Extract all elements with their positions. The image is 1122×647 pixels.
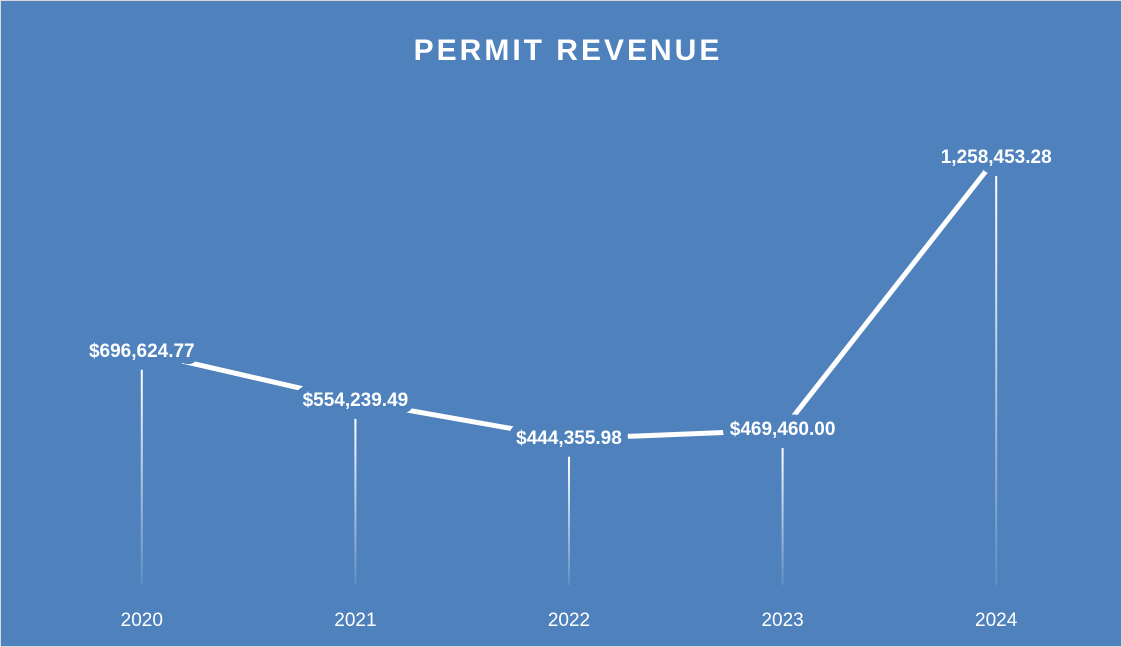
x-tick-label: 2023 xyxy=(761,610,803,631)
x-tick-label: 2024 xyxy=(975,610,1018,631)
drop-line xyxy=(568,456,570,585)
data-label: 1,258,453.28 xyxy=(941,147,1052,168)
drop-line xyxy=(140,369,143,585)
data-label: $696,624.77 xyxy=(89,341,195,362)
chart-title: PERMIT REVENUE xyxy=(414,34,723,67)
drop-line xyxy=(354,418,357,585)
data-label: $554,239.49 xyxy=(303,390,409,411)
x-tick-label: 2020 xyxy=(121,610,163,631)
drop-line xyxy=(781,448,784,585)
data-label: $469,460.00 xyxy=(730,419,836,440)
data-label: $444,355.98 xyxy=(516,428,622,449)
drop-line xyxy=(995,176,998,585)
x-tick-label: 2021 xyxy=(334,610,376,631)
x-tick-label: 2022 xyxy=(548,610,590,631)
line xyxy=(141,156,999,442)
